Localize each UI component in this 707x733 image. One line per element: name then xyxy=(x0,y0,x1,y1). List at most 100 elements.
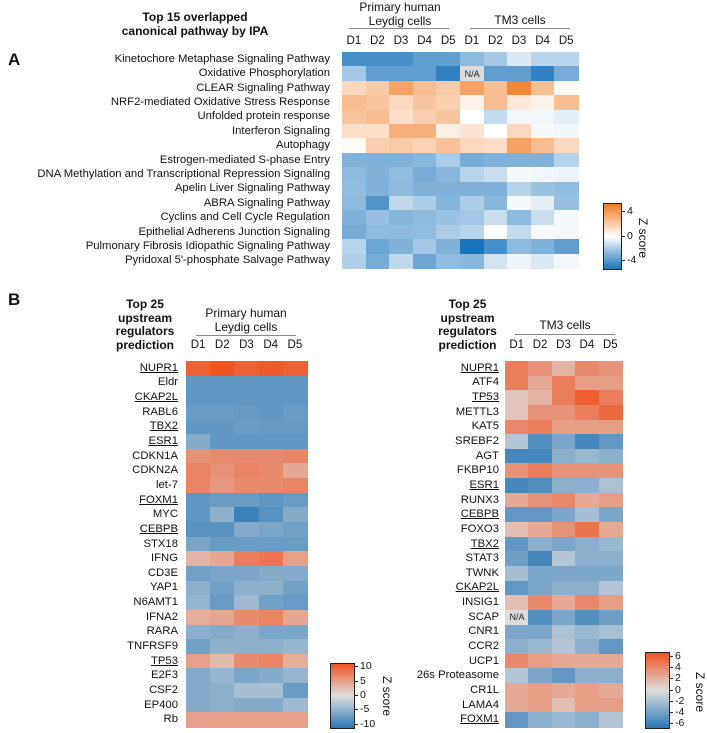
heatmap-cell xyxy=(505,390,529,406)
row-label: Pyridoxal 5'-phosphate Salvage Pathway xyxy=(125,254,330,267)
heatmap-cell xyxy=(598,478,623,494)
heatmap-cell xyxy=(282,507,308,523)
heatmap-cell xyxy=(234,609,260,626)
heatmap-cell xyxy=(551,492,576,508)
heatmap-cell xyxy=(575,492,600,508)
heatmap-cell xyxy=(210,478,235,494)
heatmap-cell xyxy=(528,522,553,538)
heatmap-cell xyxy=(505,653,529,670)
heatmap-cell xyxy=(365,181,390,197)
row-label: NUPR1 xyxy=(460,361,499,374)
heatmap-cell xyxy=(342,66,367,82)
heatmap-cell xyxy=(530,52,555,67)
heatmap-cell xyxy=(554,138,579,154)
panel-a-title-line2: canonical pathway by IPA xyxy=(121,23,269,38)
heatmap-cell xyxy=(528,683,553,699)
panel-b-right-underline xyxy=(515,334,615,335)
heatmap-cell xyxy=(483,95,508,111)
heatmap-cell xyxy=(412,224,437,240)
heatmap-cell xyxy=(342,152,367,168)
heatmap-cell xyxy=(551,712,576,728)
row-label: Rb xyxy=(163,713,178,726)
row-label: LAMA4 xyxy=(461,698,499,711)
column-header-d4: D4 xyxy=(263,339,279,351)
column-header-d2: D2 xyxy=(488,35,503,47)
heatmap-cell xyxy=(389,210,414,226)
heatmap-cell xyxy=(365,80,390,96)
heatmap-cell xyxy=(210,609,235,626)
heatmap-cell xyxy=(210,419,235,435)
heatmap-cell xyxy=(505,448,529,465)
heatmap-cell xyxy=(505,361,529,377)
heatmap-cell xyxy=(210,639,235,655)
heatmap-cell xyxy=(551,463,576,479)
column-header-d3: D3 xyxy=(393,35,409,47)
colorbar-tick-mark xyxy=(669,678,673,680)
row-label: E2F3 xyxy=(150,669,178,682)
heatmap-cell xyxy=(234,580,260,596)
heatmap-cell xyxy=(551,668,576,684)
heatmap-cell xyxy=(258,375,284,391)
heatmap-cell xyxy=(530,95,555,111)
row-label: EP400 xyxy=(144,698,178,711)
heatmap-cell xyxy=(554,239,579,255)
heatmap-cell xyxy=(412,138,437,154)
heatmap-cell xyxy=(186,448,211,465)
panel-b-right-group: TM3 cells xyxy=(539,318,591,332)
colorbar-tick-mark xyxy=(354,666,358,668)
colorbar-tick-mark xyxy=(621,210,625,212)
heatmap-cell xyxy=(342,253,367,269)
heatmap-cell xyxy=(483,224,508,240)
column-header-d1: D1 xyxy=(346,35,362,47)
heatmap-cell xyxy=(234,361,260,377)
heatmap-cell xyxy=(460,167,485,183)
heatmap-cell xyxy=(554,181,579,197)
heatmap-cell xyxy=(282,419,308,435)
heatmap-cell xyxy=(234,668,260,684)
heatmap-cell xyxy=(483,80,508,96)
heatmap-cell xyxy=(282,463,308,479)
heatmap-cell xyxy=(282,595,308,611)
heatmap-cell xyxy=(234,390,260,406)
na-cell: N/A xyxy=(460,66,485,82)
colorbar-tick-mark xyxy=(669,667,673,668)
heatmap-cell xyxy=(258,390,284,406)
row-label: FOXM1 xyxy=(460,713,499,726)
colorbar-a xyxy=(603,203,622,270)
heatmap-cell xyxy=(186,478,211,494)
heatmap-cell xyxy=(575,522,600,538)
heatmap-cell xyxy=(575,507,600,523)
heatmap-cell xyxy=(186,683,211,699)
title-line: prediction xyxy=(438,337,497,352)
heatmap-cell xyxy=(210,697,235,713)
heatmap-cell xyxy=(258,712,284,728)
heatmap-cell xyxy=(530,138,555,154)
heatmap-cell xyxy=(412,167,437,183)
title-line: upstream xyxy=(440,310,495,325)
row-label: INSIG1 xyxy=(461,596,499,609)
heatmap-cell xyxy=(507,152,532,168)
row-label: Epithelial Adherens Junction Signaling xyxy=(138,225,330,238)
row-label: ATF4 xyxy=(472,376,499,389)
heatmap-cell xyxy=(365,224,390,240)
column-header-d1: D1 xyxy=(190,339,206,351)
heatmap-cell xyxy=(551,522,576,538)
heatmap-cell xyxy=(507,167,532,183)
heatmap-cell xyxy=(505,683,529,699)
heatmap-cell xyxy=(528,697,553,713)
heatmap-cell xyxy=(554,196,579,211)
heatmap-cell xyxy=(412,124,437,139)
heatmap-cell xyxy=(551,390,576,406)
heatmap-cell xyxy=(575,565,600,582)
row-label: TBX2 xyxy=(470,537,499,550)
heatmap-cell xyxy=(282,565,308,582)
colorbar-tick-label: 4 xyxy=(675,661,681,673)
heatmap-cell xyxy=(528,507,553,523)
heatmap-cell xyxy=(528,361,553,377)
heatmap-cell xyxy=(234,375,260,391)
heatmap-cell xyxy=(554,210,579,226)
row-label: CD3E xyxy=(147,566,178,579)
heatmap-cell xyxy=(282,580,308,596)
heatmap-cell xyxy=(186,375,211,391)
